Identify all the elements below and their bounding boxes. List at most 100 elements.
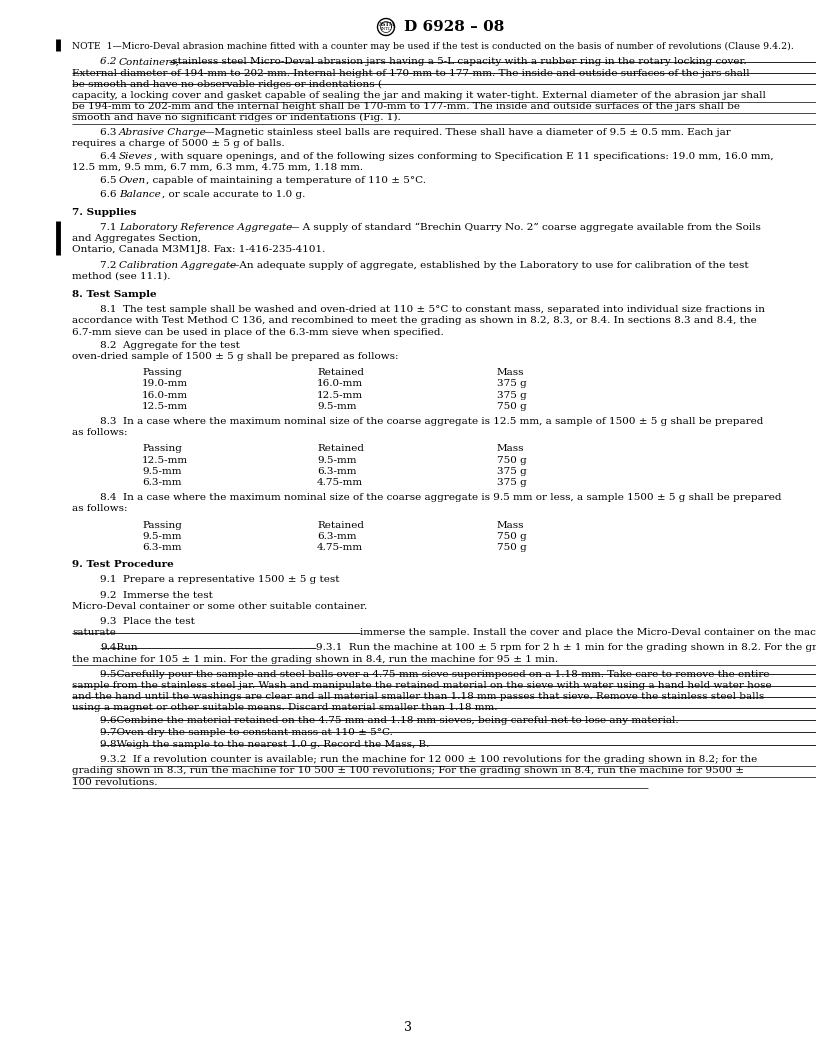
Text: Ontario, Canada M3M1J8. Fax: 1-416-235-4101.: Ontario, Canada M3M1J8. Fax: 1-416-235-4…: [72, 245, 326, 254]
Text: , capable of maintaining a temperature of 110 ± 5°C.: , capable of maintaining a temperature o…: [146, 176, 426, 185]
Text: Oven: Oven: [119, 176, 146, 185]
Text: 750 g: 750 g: [497, 455, 527, 465]
Text: Retained: Retained: [317, 445, 364, 453]
Text: using a magnet or other suitable means. Discard material smaller than 1.18 mm.: using a magnet or other suitable means. …: [72, 703, 498, 713]
Text: 6.2: 6.2: [100, 57, 120, 67]
Text: 6.3-mm: 6.3-mm: [317, 467, 357, 475]
Text: 8. Test Sample: 8. Test Sample: [72, 290, 157, 299]
Text: Calibration Aggregate: Calibration Aggregate: [119, 261, 236, 269]
Text: 8.3  In a case where the maximum nominal size of the coarse aggregate is 12.5 mm: 8.3 In a case where the maximum nominal …: [100, 417, 764, 426]
Text: D 6928 – 08: D 6928 – 08: [404, 20, 504, 34]
Text: 9.3.1  Run the machine at 100 ± 5 rpm for 2 h ± 1 min for the grading shown in 8: 9.3.1 Run the machine at 100 ± 5 rpm for…: [316, 643, 816, 653]
Text: immerse the sample. Install the cover and place the Micro-Deval container on the: immerse the sample. Install the cover an…: [360, 628, 816, 637]
Text: and Aggregates Section,: and Aggregates Section,: [72, 234, 204, 243]
Text: —An adequate supply of aggregate, established by the Laboratory to use for calib: —An adequate supply of aggregate, establ…: [229, 261, 748, 269]
Text: 9.5-mm: 9.5-mm: [317, 401, 357, 411]
Text: 3: 3: [404, 1021, 412, 1034]
Text: , with square openings, and of the following sizes conforming to Specification E: , with square openings, and of the follo…: [154, 152, 774, 161]
Text: 9.5-mm: 9.5-mm: [142, 467, 181, 475]
Text: ASTM: ASTM: [378, 22, 394, 27]
Text: — A supply of standard “Brechin Quarry No. 2” coarse aggregate available from th: — A supply of standard “Brechin Quarry N…: [289, 223, 761, 232]
Text: 9.5-mm: 9.5-mm: [317, 455, 357, 465]
Text: 9.3.2  If a revolution counter is available; run the machine for 12 000 ± 100 re: 9.3.2 If a revolution counter is availab…: [100, 755, 757, 765]
Text: 6.3-mm: 6.3-mm: [142, 543, 181, 552]
Text: smooth and have no significant ridges or indentations (Fig. 1).: smooth and have no significant ridges or…: [72, 113, 401, 122]
Text: 7.2: 7.2: [100, 261, 120, 269]
Text: Mass: Mass: [497, 521, 525, 529]
Text: 6.5: 6.5: [100, 176, 120, 185]
Text: 750 g: 750 g: [497, 532, 527, 541]
Text: 16.0-mm: 16.0-mm: [317, 379, 363, 389]
Text: 375 g: 375 g: [497, 391, 527, 399]
Text: Retained: Retained: [317, 369, 364, 377]
Text: 9.2  Immerse the test: 9.2 Immerse the test: [100, 590, 216, 600]
Text: Mass: Mass: [497, 445, 525, 453]
Text: 9.5Carefully pour the sample and steel balls over a 4.75-mm sieve superimposed o: 9.5Carefully pour the sample and steel b…: [100, 670, 769, 679]
Text: stainless steel Micro-Deval abrasion jars having a 5-L capacity with a rubber ri: stainless steel Micro-Deval abrasion jar…: [169, 57, 747, 67]
Text: accordance with Test Method C 136, and recombined to meet the grading as shown i: accordance with Test Method C 136, and r…: [72, 317, 756, 325]
Text: 9.1  Prepare a representative 1500 ± 5 g test: 9.1 Prepare a representative 1500 ± 5 g …: [100, 576, 339, 584]
Text: 6.7-mm sieve can be used in place of the 6.3-mm sieve when specified.: 6.7-mm sieve can be used in place of the…: [72, 327, 444, 337]
Text: 7. Supplies: 7. Supplies: [72, 208, 136, 216]
Text: 375 g: 375 g: [497, 478, 527, 487]
Text: saturate: saturate: [72, 628, 116, 637]
Text: 375 g: 375 g: [497, 379, 527, 389]
Text: 4.75-mm: 4.75-mm: [317, 478, 363, 487]
Text: be smooth and have no observable ridges or indentations (: be smooth and have no observable ridges …: [72, 79, 382, 89]
Text: 375 g: 375 g: [497, 467, 527, 475]
Text: 6.6: 6.6: [100, 189, 120, 199]
Text: 6.3: 6.3: [100, 128, 120, 136]
Text: Retained: Retained: [317, 521, 364, 529]
Text: 12.5 mm, 9.5 mm, 6.7 mm, 6.3 mm, 4.75 mm, 1.18 mm.: 12.5 mm, 9.5 mm, 6.7 mm, 6.3 mm, 4.75 mm…: [72, 163, 363, 172]
Text: 6.4: 6.4: [100, 152, 120, 161]
Text: 12.5-mm: 12.5-mm: [142, 455, 188, 465]
Text: 750 g: 750 g: [497, 401, 527, 411]
Text: 9.3  Place the test: 9.3 Place the test: [100, 617, 198, 626]
Text: Abrasive Charge: Abrasive Charge: [119, 128, 206, 136]
Text: 6.3-mm: 6.3-mm: [317, 532, 357, 541]
Text: 9.7Oven dry the sample to constant mass at 110 ± 5°C.: 9.7Oven dry the sample to constant mass …: [100, 728, 392, 737]
Text: 9.6Combine the material retained on the 4.75 mm and 1.18 mm sieves, being carefu: 9.6Combine the material retained on the …: [100, 716, 679, 724]
Text: oven-dried sample of 1500 ± 5 g shall be prepared as follows:: oven-dried sample of 1500 ± 5 g shall be…: [72, 352, 398, 361]
Text: 100 revolutions.: 100 revolutions.: [72, 777, 157, 787]
Text: grading shown in 8.3, run the machine for 10 500 ± 100 revolutions; For the grad: grading shown in 8.3, run the machine fo…: [72, 767, 744, 775]
Text: Balance: Balance: [119, 189, 161, 199]
Text: Micro-Deval container or some other suitable container.: Micro-Deval container or some other suit…: [72, 602, 367, 610]
Text: Laboratory Reference Aggregate: Laboratory Reference Aggregate: [119, 223, 292, 232]
Text: as follows:: as follows:: [72, 505, 127, 513]
Text: and the hand until the washings are clear and all material smaller than 1.18 mm : and the hand until the washings are clea…: [72, 692, 765, 701]
Text: 6.3-mm: 6.3-mm: [142, 478, 181, 487]
Text: Passing: Passing: [142, 445, 182, 453]
Text: 4.75-mm: 4.75-mm: [317, 543, 363, 552]
Text: 19.0-mm: 19.0-mm: [142, 379, 188, 389]
Text: requires a charge of 5000 ± 5 g of balls.: requires a charge of 5000 ± 5 g of balls…: [72, 138, 285, 148]
Text: 9.5-mm: 9.5-mm: [142, 532, 181, 541]
Text: capacity, a locking cover and gasket capable of sealing the jar and making it wa: capacity, a locking cover and gasket cap…: [72, 91, 766, 100]
Text: INTL: INTL: [380, 26, 392, 31]
Text: External diameter of 194-mm to 202-mm. Internal height of 170-mm to 177-mm. The : External diameter of 194-mm to 202-mm. I…: [72, 69, 750, 77]
Text: Mass: Mass: [497, 369, 525, 377]
Text: 9. Test Procedure: 9. Test Procedure: [72, 560, 174, 569]
Text: Containers,: Containers,: [119, 57, 180, 67]
Text: , or scale accurate to 1.0 g.: , or scale accurate to 1.0 g.: [162, 189, 305, 199]
Text: 9.4Run: 9.4Run: [100, 643, 138, 653]
Text: Sieves: Sieves: [119, 152, 153, 161]
Text: sample from the stainless steel jar. Wash and manipulate the retained material o: sample from the stainless steel jar. Was…: [72, 681, 772, 690]
Text: 8.1  The test sample shall be washed and oven-dried at 110 ± 5°C to constant mas: 8.1 The test sample shall be washed and …: [100, 305, 765, 314]
Text: 12.5-mm: 12.5-mm: [317, 391, 363, 399]
Text: the machine for 105 ± 1 min. For the grading shown in 8.4, run the machine for 9: the machine for 105 ± 1 min. For the gra…: [72, 655, 558, 663]
Text: NOTE  1—Micro-Deval abrasion machine fitted with a counter may be used if the te: NOTE 1—Micro-Deval abrasion machine fitt…: [72, 41, 794, 51]
Text: Passing: Passing: [142, 369, 182, 377]
Text: 9.8Weigh the sample to the nearest 1.0 g. Record the Mass, B.: 9.8Weigh the sample to the nearest 1.0 g…: [100, 740, 429, 749]
Text: 7.1: 7.1: [100, 223, 120, 232]
Text: 750 g: 750 g: [497, 543, 527, 552]
Text: 8.4  In a case where the maximum nominal size of the coarse aggregate is 9.5 mm : 8.4 In a case where the maximum nominal …: [100, 493, 782, 502]
Text: method (see 11.1).: method (see 11.1).: [72, 271, 171, 281]
Text: 8.2  Aggregate for the test: 8.2 Aggregate for the test: [100, 341, 243, 350]
Text: be 194-mm to 202-mm and the internal height shall be 170-mm to 177-mm. The insid: be 194-mm to 202-mm and the internal hei…: [72, 102, 740, 111]
Text: 12.5-mm: 12.5-mm: [142, 401, 188, 411]
Text: Passing: Passing: [142, 521, 182, 529]
Text: —Magnetic stainless steel balls are required. These shall have a diameter of 9.5: —Magnetic stainless steel balls are requ…: [204, 128, 731, 136]
Text: as follows:: as follows:: [72, 428, 127, 437]
Text: 16.0-mm: 16.0-mm: [142, 391, 188, 399]
